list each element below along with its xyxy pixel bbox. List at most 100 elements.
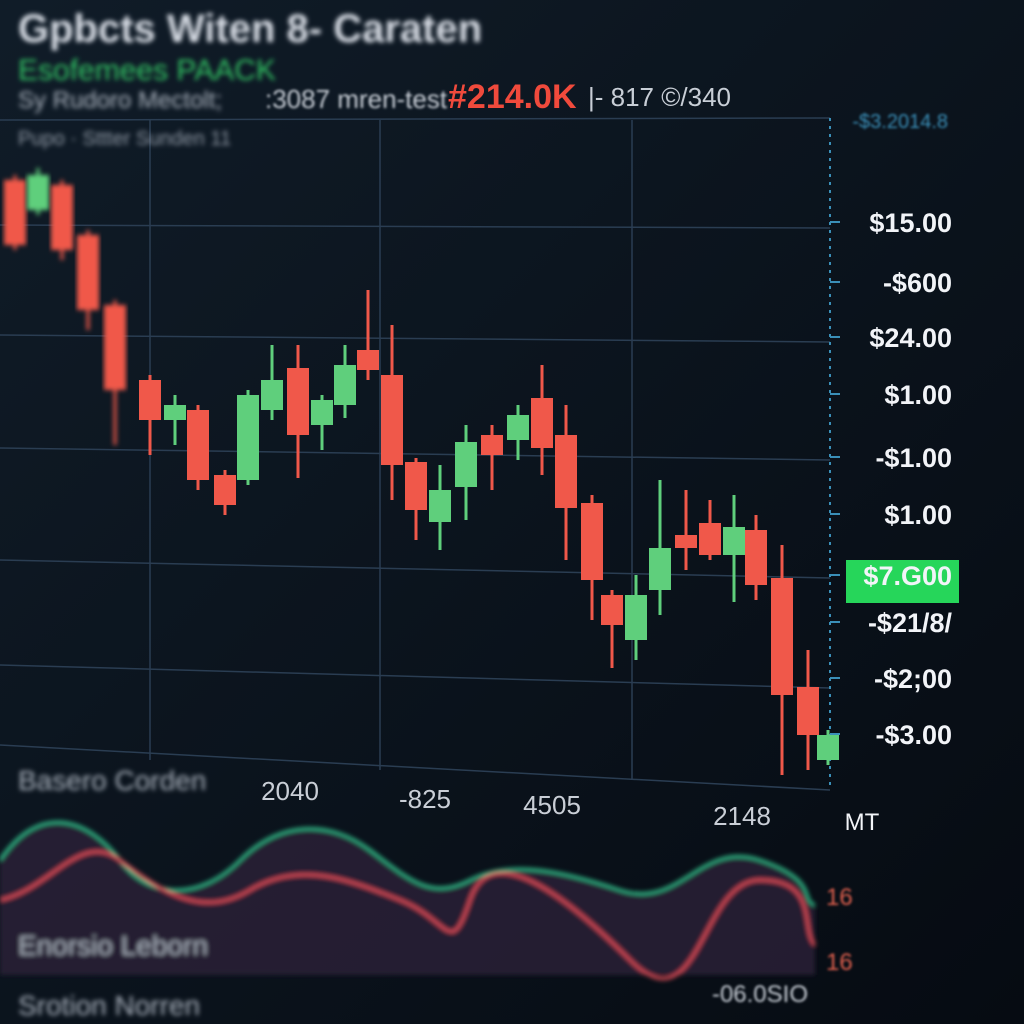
body <box>187 410 209 480</box>
candle <box>531 365 553 475</box>
body <box>4 180 26 245</box>
price-label: $7.G00 <box>863 561 952 591</box>
body <box>507 415 529 440</box>
body <box>311 400 333 425</box>
candle <box>214 470 236 515</box>
info: |- 817 ©/340 <box>588 82 731 112</box>
candle <box>187 405 209 490</box>
candle <box>745 515 767 600</box>
candle <box>357 290 379 380</box>
candle <box>797 650 819 770</box>
body <box>164 405 186 420</box>
body <box>771 578 793 695</box>
panel-label: Srotion Norren <box>18 990 200 1021</box>
title: Gpbcts Witen 8- Caraten <box>18 7 482 51</box>
body <box>817 735 839 760</box>
body <box>675 535 697 548</box>
info-value: #214.0K <box>448 78 577 116</box>
body <box>601 595 623 625</box>
candles <box>4 168 839 775</box>
body <box>723 527 745 555</box>
panel-label: Basero Corden <box>18 765 206 796</box>
candle <box>237 390 259 485</box>
candle <box>723 495 745 602</box>
candle <box>581 495 603 620</box>
price-highlight <box>846 560 959 603</box>
price-label: -$2;00 <box>874 664 952 694</box>
body <box>214 475 236 505</box>
body <box>797 687 819 735</box>
indicator-panel: Basero Corden Enorsio Leborn Srotion Nor… <box>0 765 817 1021</box>
indicator-label: 16 <box>826 884 853 911</box>
candle <box>287 345 309 478</box>
body <box>429 490 451 522</box>
body <box>287 368 309 435</box>
candle <box>261 345 283 420</box>
price-label: $15.00 <box>869 208 952 238</box>
candle <box>77 230 99 330</box>
candle <box>649 480 671 615</box>
body <box>581 503 603 580</box>
info: Sy Rudoro Mectolt; <box>18 87 222 114</box>
info: :3087 mren-test <box>265 84 448 114</box>
price-top: -$3.2014.8 <box>852 111 948 133</box>
candle <box>555 405 577 560</box>
body <box>381 375 403 465</box>
candle <box>455 425 477 520</box>
subtitle: Esofemees PAACK <box>18 54 276 87</box>
price-label: -$3.00 <box>875 720 952 750</box>
time-label: 4505 <box>523 790 581 820</box>
body <box>649 548 671 590</box>
candle <box>4 175 26 250</box>
indicator-label: 16 <box>826 949 853 976</box>
body <box>531 398 553 448</box>
price-label: -$600 <box>883 268 952 298</box>
candle <box>51 180 73 260</box>
candle <box>817 730 839 765</box>
candle <box>405 458 427 540</box>
body <box>745 530 767 585</box>
body <box>237 395 259 480</box>
price-label: -$1.00 <box>875 443 952 473</box>
candle <box>601 590 623 668</box>
panel-label: Enorsio Leborn <box>18 930 208 961</box>
price-label: -$21/8/ <box>868 608 953 638</box>
body <box>625 595 647 640</box>
body <box>699 523 721 555</box>
candle <box>311 395 333 450</box>
candle <box>507 405 529 460</box>
body <box>139 380 161 420</box>
body <box>481 435 503 455</box>
body <box>334 365 356 405</box>
body <box>405 462 427 510</box>
body <box>357 350 379 370</box>
candle <box>481 425 503 490</box>
body <box>455 442 477 487</box>
body <box>104 305 126 390</box>
candle <box>334 345 356 418</box>
candle <box>429 465 451 550</box>
candle <box>27 168 49 215</box>
price-label: $1.00 <box>884 380 952 410</box>
candle <box>139 375 161 455</box>
time-unit: MT <box>845 809 880 836</box>
candle <box>104 300 126 445</box>
body <box>261 380 283 410</box>
candle <box>164 395 186 445</box>
body <box>77 235 99 310</box>
body <box>555 435 577 508</box>
candle <box>625 575 647 660</box>
tabs: Pupo · Sttter Sunden 11 <box>18 128 231 150</box>
price-label: $1.00 <box>884 500 952 530</box>
price-label: $24.00 <box>869 323 952 353</box>
header: Gpbcts Witen 8- Caraten Esofemees PAACK … <box>18 7 482 150</box>
time-label: -825 <box>399 784 451 814</box>
candle <box>675 490 697 570</box>
indicator-value: -06.0SIO <box>712 981 808 1008</box>
time-label: 2040 <box>261 776 319 806</box>
grid <box>0 117 831 791</box>
body <box>51 185 73 250</box>
time-label: 2148 <box>713 801 771 831</box>
